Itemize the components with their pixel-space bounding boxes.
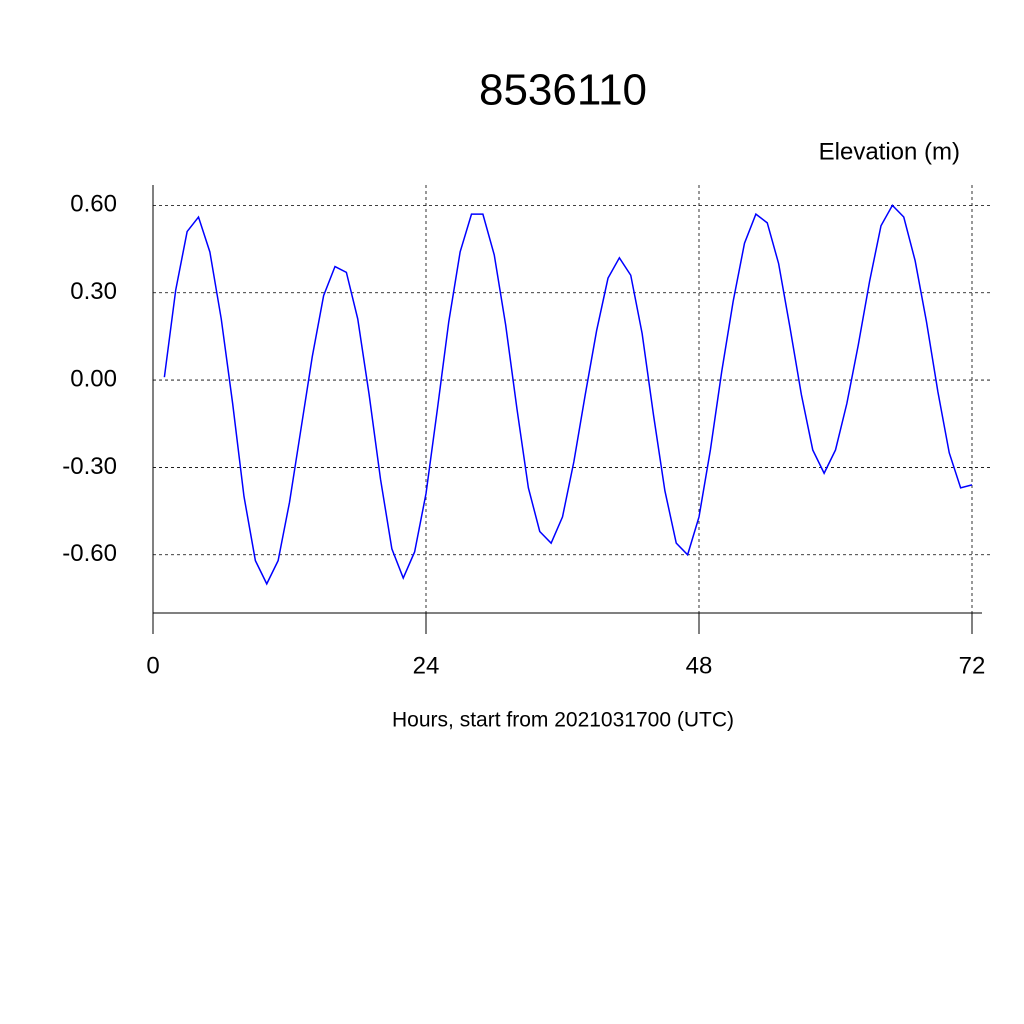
x-tick-label: 0	[146, 652, 159, 679]
x-axis-label: Hours, start from 2021031700 (UTC)	[392, 709, 734, 732]
y-tick-label: -0.60	[62, 540, 117, 567]
data-line	[163, 204, 973, 586]
y-tick-label: 0.60	[70, 191, 117, 218]
y-tick-label: 0.00	[70, 365, 117, 392]
chart-title: 8536110	[479, 66, 647, 115]
x-tick-label: 24	[413, 652, 440, 679]
y-axis-label: Elevation (m)	[819, 138, 960, 165]
x-tick-label: 48	[686, 652, 713, 679]
x-tick-label: 72	[959, 652, 986, 679]
y-tick-label: -0.30	[62, 453, 117, 480]
y-tick-label: 0.30	[70, 278, 117, 305]
